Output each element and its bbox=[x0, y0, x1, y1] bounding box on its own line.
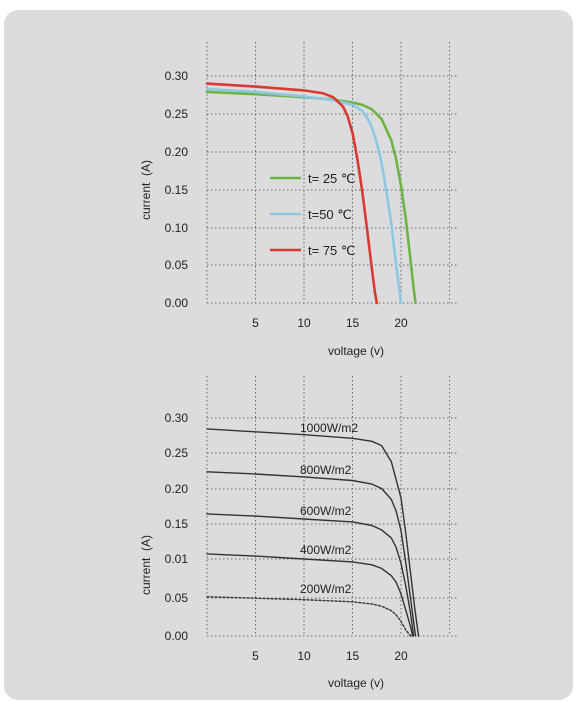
x-axis-label: voltage (v) bbox=[328, 344, 384, 358]
y-tick-label: 0.05 bbox=[165, 591, 189, 605]
series-line-3 bbox=[205, 82, 379, 305]
y-tick-label: 0.00 bbox=[165, 629, 189, 643]
y-tick-label: 0.00 bbox=[165, 296, 189, 310]
y-axis-label: current (A) bbox=[139, 535, 153, 595]
x-tick-label: 10 bbox=[297, 316, 311, 330]
y-tick-label: 0.05 bbox=[165, 258, 189, 272]
x-tick-label: 20 bbox=[394, 649, 408, 663]
y-axis-label: current (A) bbox=[139, 160, 153, 220]
y-tick-label: 0.01 bbox=[165, 552, 189, 566]
x-tick-label: 5 bbox=[252, 649, 259, 663]
series-line-2 bbox=[206, 471, 417, 637]
series-line-1 bbox=[206, 428, 420, 637]
x-tick-label: 15 bbox=[346, 649, 360, 663]
y-tick-label: 0.20 bbox=[165, 145, 189, 159]
series-label: 1000W/m2 bbox=[300, 421, 358, 435]
y-tick-label: 0.25 bbox=[165, 446, 189, 460]
series-line-3 bbox=[206, 513, 415, 637]
legend-label: t= 75 ℃ bbox=[308, 243, 356, 258]
x-tick-label: 20 bbox=[394, 316, 408, 330]
y-tick-label: 0.20 bbox=[165, 482, 189, 496]
series-line-1 bbox=[205, 90, 417, 305]
y-tick-label: 0.15 bbox=[165, 517, 189, 531]
y-tick-label: 0.10 bbox=[165, 221, 189, 235]
x-axis-label: voltage (v) bbox=[328, 676, 384, 690]
chart-1: 0.00 0.05 0.10 0.15 0.20 0.25 0.30 5 10 15 20 volta… bbox=[139, 42, 458, 358]
series-line-4 bbox=[206, 553, 414, 637]
series-label: 200W/m2 bbox=[300, 582, 352, 596]
series-line-2 bbox=[205, 87, 403, 305]
x-tick-label: 15 bbox=[346, 316, 360, 330]
series-line-5 bbox=[206, 596, 412, 637]
x-tick-label: 5 bbox=[252, 316, 259, 330]
y-tick-label: 0.30 bbox=[165, 69, 189, 83]
legend-label: t= 25 ℃ bbox=[308, 171, 356, 186]
y-tick-label: 0.25 bbox=[165, 107, 189, 121]
chart-2: 0.00 0.05 0.01 0.15 0.20 0.25 0.30 5 10 15 20 volta… bbox=[139, 376, 458, 690]
chart-panel bbox=[4, 10, 573, 700]
y-tick-label: 0.30 bbox=[165, 411, 189, 425]
legend-label: t=50 ℃ bbox=[308, 207, 352, 222]
series-label: 800W/m2 bbox=[300, 463, 352, 477]
y-tick-label: 0.15 bbox=[165, 183, 189, 197]
series-label: 400W/m2 bbox=[300, 543, 352, 557]
series-label: 600W/m2 bbox=[300, 504, 352, 518]
x-tick-label: 10 bbox=[297, 649, 311, 663]
